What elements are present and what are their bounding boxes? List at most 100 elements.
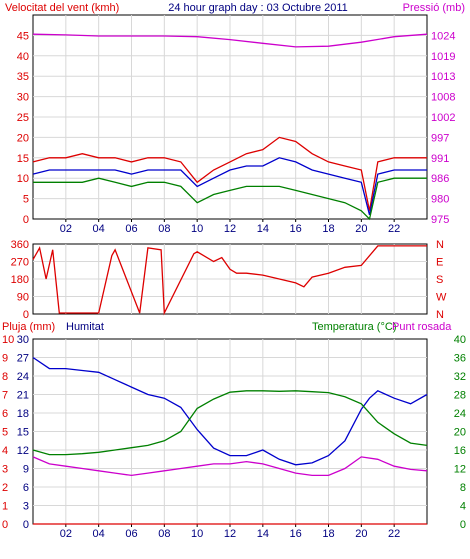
wind-tick-label: 45 (17, 30, 29, 42)
temperature-tick-label: 36 (454, 353, 466, 365)
wind-tick-label: 0 (23, 214, 29, 226)
x-tick-label: 04 (93, 528, 105, 540)
x-tick-label: 10 (191, 223, 203, 235)
humidity-tick-label: 15 (17, 427, 29, 439)
dew-point-axis-label: Punt rosada (392, 321, 452, 333)
pressure-tick-label: 980 (431, 194, 449, 206)
rain-tick-label: 3 (2, 464, 8, 476)
x-tick-label: 08 (158, 528, 170, 540)
rain-tick-label: 9 (2, 353, 8, 365)
compass-tick-label: N (436, 309, 444, 321)
rain-tick-label: 5 (2, 427, 8, 439)
x-tick-label: 14 (257, 223, 269, 235)
x-tick-label: 22 (388, 528, 400, 540)
x-tick-label: 12 (224, 528, 236, 540)
x-tick-label: 06 (125, 223, 137, 235)
temperature-tick-label: 4 (460, 501, 466, 513)
x-tick-label: 02 (60, 528, 72, 540)
rain-tick-label: 6 (2, 408, 8, 420)
pressure-tick-label: 1008 (431, 92, 455, 104)
rain-axis-label: Pluja (mm) (2, 321, 55, 333)
rain-tick-label: 2 (2, 482, 8, 494)
humidity-tick-label: 0 (23, 519, 29, 531)
rain-tick-label: 1 (2, 501, 8, 513)
x-tick-label: 20 (355, 223, 367, 235)
temperature-tick-label: 0 (460, 519, 466, 531)
wind-tick-label: 5 (23, 194, 29, 206)
humidity-tick-label: 30 (17, 334, 29, 346)
wind-tick-label: 30 (17, 92, 29, 104)
wind-tick-label: 20 (17, 132, 29, 144)
pressure-axis-label: Pressió (mb) (403, 2, 465, 14)
pressure-tick-label: 997 (431, 132, 449, 144)
temperature-tick-label: 8 (460, 482, 466, 494)
wind-tick-label: 10 (17, 173, 29, 185)
humidity-tick-label: 24 (17, 371, 29, 383)
x-tick-label: 12 (224, 223, 236, 235)
humidity-tick-label: 18 (17, 408, 29, 420)
pressure-tick-label: 1013 (431, 71, 455, 83)
temperature-tick-label: 12 (454, 464, 466, 476)
temperature-tick-label: 24 (454, 408, 466, 420)
direction-tick-label: 270 (11, 257, 29, 269)
graph-title: 24 hour graph day : 03 Octubre 2011 (168, 2, 348, 14)
wind-axis-label: Velocitat del vent (kmh) (5, 2, 119, 14)
direction-tick-label: 90 (17, 292, 29, 304)
pressure-line (32, 33, 428, 48)
direction-tick-label: 360 (11, 239, 29, 251)
rain-tick-label: 10 (2, 334, 14, 346)
x-tick-label: 16 (290, 528, 302, 540)
x-tick-label: 06 (125, 528, 137, 540)
pressure-tick-label: 991 (431, 153, 449, 165)
pressure-tick-label: 1019 (431, 51, 455, 63)
wind-gust-line (32, 136, 427, 211)
temperature-axis-label: Temperatura (°C) (312, 321, 396, 333)
compass-tick-label: N (436, 239, 444, 251)
temperature-tick-label: 16 (454, 445, 466, 457)
x-tick-label: 14 (257, 528, 269, 540)
humidity-tick-label: 6 (23, 482, 29, 494)
humidity-axis-label: Humitat (66, 321, 104, 333)
wind-tick-label: 25 (17, 112, 29, 124)
rain-tick-label: 4 (2, 445, 8, 457)
x-tick-label: 10 (191, 528, 203, 540)
wind-direction-line (33, 177, 427, 221)
temperature-line (32, 390, 428, 456)
temperature-tick-label: 20 (454, 427, 466, 439)
wind-tick-label: 15 (17, 153, 29, 165)
x-tick-label: 04 (93, 223, 105, 235)
x-tick-label: 22 (388, 223, 400, 235)
x-tick-label: 18 (322, 528, 334, 540)
x-tick-label: 20 (355, 528, 367, 540)
x-tick-label: 08 (158, 223, 170, 235)
direction-tick-label: 0 (23, 309, 29, 321)
humidity-tick-label: 12 (17, 445, 29, 457)
rain-tick-label: 7 (2, 390, 8, 402)
x-tick-label: 16 (290, 223, 302, 235)
compass-tick-label: W (436, 292, 447, 304)
compass-tick-label: E (436, 257, 443, 269)
x-tick-label: 18 (322, 223, 334, 235)
pressure-tick-label: 1024 (431, 30, 455, 42)
compass-tick-label: S (436, 274, 443, 286)
pressure-tick-label: 975 (431, 214, 449, 226)
rain-tick-label: 0 (2, 519, 8, 531)
humidity-tick-label: 27 (17, 353, 29, 365)
humidity-tick-label: 9 (23, 464, 29, 476)
pressure-tick-label: 986 (431, 173, 449, 185)
wind-direction-series (32, 245, 427, 316)
direction-tick-label: 180 (11, 274, 29, 286)
wind-tick-label: 35 (17, 71, 29, 83)
humidity-tick-label: 3 (23, 501, 29, 513)
rain-tick-label: 8 (2, 371, 8, 383)
wind-tick-label: 40 (17, 51, 29, 63)
temperature-tick-label: 32 (454, 371, 466, 383)
humidity-line (32, 356, 428, 466)
wind-average-line (32, 157, 427, 216)
x-tick-label: 02 (60, 223, 72, 235)
dew-point-line (32, 456, 428, 477)
humidity-tick-label: 21 (17, 390, 29, 402)
pressure-tick-label: 1002 (431, 112, 455, 124)
